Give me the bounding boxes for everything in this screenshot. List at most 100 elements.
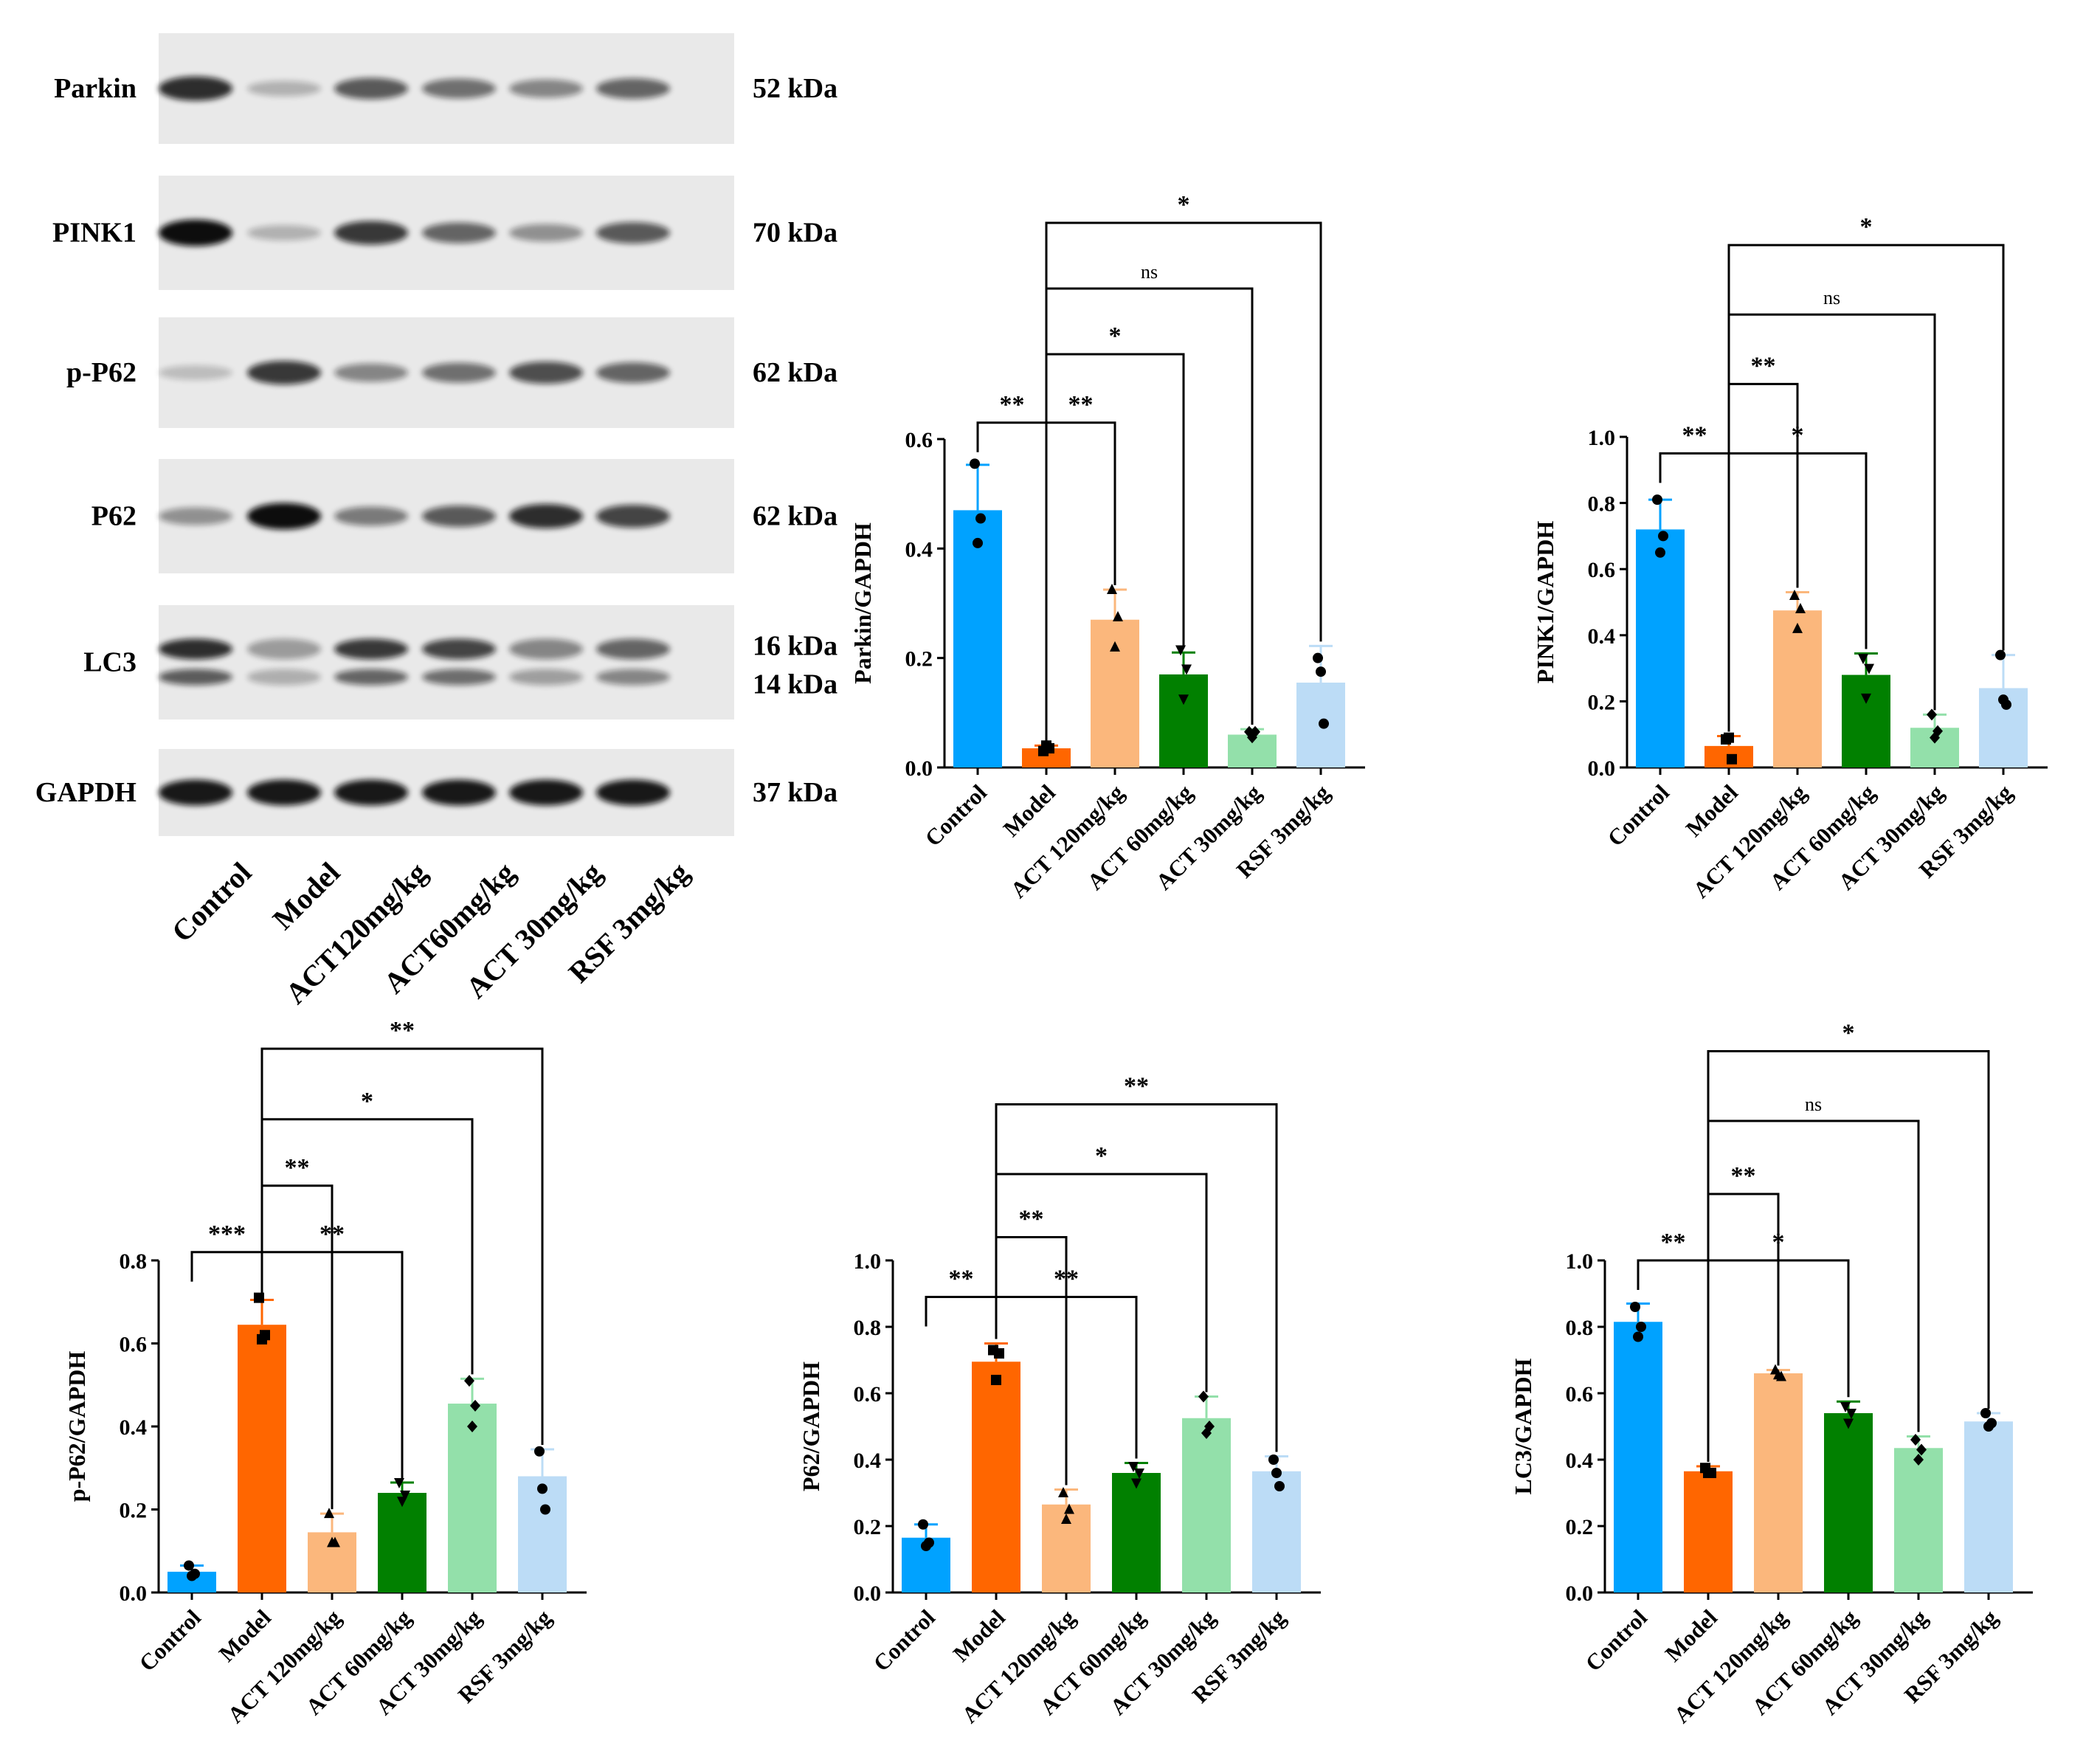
significance-label: * bbox=[361, 1088, 373, 1115]
blot-band bbox=[509, 79, 583, 98]
blot-band bbox=[334, 506, 408, 526]
blot-band bbox=[334, 363, 408, 382]
data-point bbox=[1316, 666, 1326, 677]
data-point bbox=[1724, 732, 1734, 743]
significance-bracket bbox=[1727, 244, 2005, 732]
blot-band bbox=[596, 669, 670, 686]
y-tick-label: 0.0 bbox=[1588, 756, 1616, 781]
y-tick-label: 0.0 bbox=[854, 1581, 882, 1606]
significance-label: ns bbox=[1805, 1094, 1822, 1115]
y-tick-label: 0.2 bbox=[1588, 690, 1616, 714]
significance-label: ns bbox=[1823, 287, 1840, 308]
blot-band bbox=[159, 638, 232, 660]
data-point bbox=[534, 1446, 545, 1457]
blot-kda: 37 kDa bbox=[753, 777, 837, 808]
blot-band bbox=[159, 219, 232, 246]
y-axis-label: P62/GAPDH bbox=[798, 1362, 824, 1491]
significance-label: * bbox=[1860, 213, 1873, 241]
blot-kda: 62 kDa bbox=[753, 501, 837, 532]
bar bbox=[238, 1325, 286, 1592]
blot-kda: 70 kDa bbox=[753, 218, 837, 249]
data-point bbox=[1250, 725, 1260, 738]
data-point bbox=[975, 513, 986, 524]
bar bbox=[448, 1404, 497, 1592]
blot-label: GAPDH bbox=[35, 777, 137, 808]
data-point bbox=[1843, 1418, 1854, 1429]
significance-label: *** bbox=[208, 1221, 246, 1248]
y-axis-label: Parkin/GAPDH bbox=[849, 522, 876, 684]
blot-band bbox=[422, 638, 496, 660]
significance-label: ** bbox=[1751, 352, 1776, 379]
bar bbox=[1112, 1473, 1161, 1592]
data-point bbox=[1181, 664, 1192, 675]
data-point bbox=[184, 1560, 194, 1571]
significance-label: ** bbox=[285, 1154, 310, 1181]
blot-lane-label: Model bbox=[266, 856, 347, 936]
data-point bbox=[1198, 1390, 1209, 1403]
significance-label: * bbox=[1109, 322, 1122, 350]
data-point bbox=[1064, 1503, 1074, 1514]
data-point bbox=[1933, 725, 1943, 737]
y-tick-label: 0.6 bbox=[854, 1382, 882, 1407]
blot-band bbox=[247, 80, 321, 97]
blot-band bbox=[596, 779, 670, 806]
blot-membrane bbox=[159, 605, 734, 719]
data-point bbox=[1134, 1469, 1144, 1479]
blot-band bbox=[247, 638, 321, 660]
y-tick-label: 0.4 bbox=[120, 1415, 148, 1440]
y-tick-label: 0.6 bbox=[1588, 558, 1616, 582]
data-point bbox=[1846, 1409, 1857, 1419]
y-tick-label: 0.6 bbox=[120, 1333, 148, 1357]
blot-label: Parkin bbox=[54, 73, 137, 104]
blot-band bbox=[422, 78, 496, 99]
x-tick-label: Control bbox=[134, 1604, 207, 1677]
y-tick-label: 0.4 bbox=[905, 537, 933, 562]
data-point bbox=[1204, 1421, 1215, 1432]
data-point bbox=[1113, 611, 1123, 622]
blot-band bbox=[596, 638, 670, 660]
significance-label: ** bbox=[1124, 1073, 1149, 1100]
data-point bbox=[467, 1421, 477, 1432]
blot-band bbox=[596, 78, 670, 99]
data-point bbox=[1655, 547, 1665, 558]
data-point bbox=[1268, 1454, 1279, 1465]
blot-label: P62 bbox=[91, 501, 137, 532]
pink1-chart: 0.0 0.2 0.4 0.6 0.8 1.0 PINK1/GAPDH Control Mode… bbox=[1532, 213, 2048, 903]
significance-label: * bbox=[1178, 191, 1190, 218]
bar bbox=[972, 1362, 1020, 1592]
significance-bracket bbox=[190, 1251, 263, 1296]
significance-bracket bbox=[260, 1047, 544, 1445]
data-point bbox=[1131, 1478, 1141, 1489]
blot-band bbox=[159, 507, 232, 525]
y-tick-label: 0.2 bbox=[120, 1499, 148, 1523]
blot-band bbox=[422, 779, 496, 806]
blot-band bbox=[596, 505, 670, 528]
blot-band bbox=[422, 222, 496, 244]
data-point bbox=[260, 1330, 270, 1341]
significance-bracket bbox=[925, 1296, 998, 1339]
blot-band bbox=[159, 365, 232, 380]
data-point bbox=[1313, 652, 1323, 663]
data-point bbox=[1178, 694, 1189, 705]
x-tick-label: Model bbox=[1681, 779, 1744, 842]
y-tick-label: 0.0 bbox=[120, 1581, 148, 1606]
blot-band bbox=[159, 779, 232, 806]
blot-band bbox=[596, 362, 670, 383]
data-point bbox=[918, 1519, 928, 1530]
blot-kda: 62 kDa bbox=[753, 357, 837, 388]
y-tick-label: 0.2 bbox=[905, 647, 933, 672]
data-point bbox=[1319, 718, 1329, 729]
data-point bbox=[1271, 1468, 1282, 1478]
data-point bbox=[1916, 1443, 1927, 1456]
data-point bbox=[1706, 1468, 1716, 1478]
bar bbox=[378, 1493, 426, 1592]
data-point bbox=[1927, 708, 1937, 721]
x-tick-label: Model bbox=[998, 779, 1061, 842]
blot-band bbox=[247, 503, 321, 530]
blot-band bbox=[334, 221, 408, 245]
data-point bbox=[540, 1504, 550, 1515]
data-point bbox=[1861, 693, 1871, 704]
blot-label: p-P62 bbox=[66, 357, 137, 388]
significance-bracket bbox=[995, 1103, 1278, 1452]
data-point bbox=[924, 1537, 934, 1548]
